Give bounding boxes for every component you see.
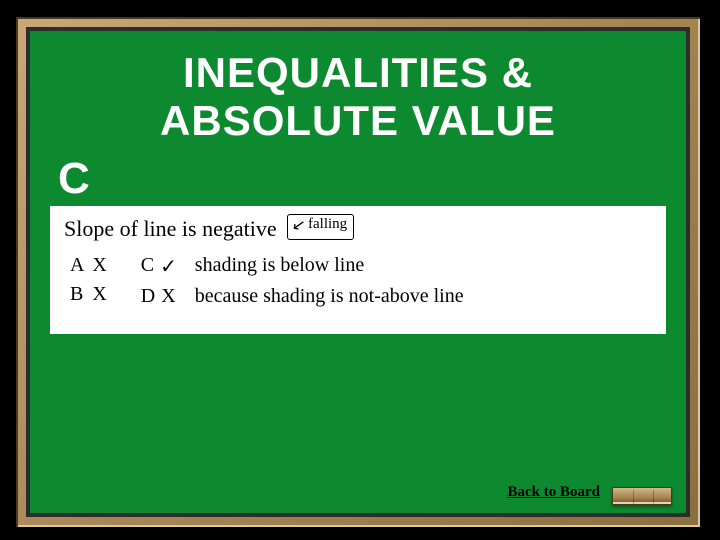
wood-frame-inner: INEQUALITIES & ABSOLUTE VALUE C Slope of… (26, 27, 690, 517)
falling-annotation: ↙ falling (287, 214, 355, 240)
option-c-mark: ✓ (160, 254, 177, 279)
option-a: A X (70, 254, 109, 277)
down-left-arrow-icon: ↙ (290, 214, 307, 236)
chalk-tray-icon (612, 487, 672, 505)
options-column-ab: A X B X (64, 254, 109, 306)
option-c-reason: shading is below line (195, 254, 364, 277)
option-c-letter: C (141, 254, 154, 279)
slide-shadow: INEQUALITIES & ABSOLUTE VALUE C Slope of… (14, 11, 706, 529)
back-to-board-link[interactable]: Back to Board (507, 484, 600, 501)
wood-frame-outer: INEQUALITIES & ABSOLUTE VALUE C Slope of… (16, 17, 700, 527)
options-column-cd: C ✓ shading is below line D X because sh… (141, 254, 464, 308)
slope-text: Slope of line is negative (64, 216, 277, 242)
notes-top-line: Slope of line is negative ↙ falling (64, 216, 652, 242)
option-b: B X (70, 283, 109, 306)
chalkboard: INEQUALITIES & ABSOLUTE VALUE C Slope of… (30, 31, 686, 513)
title-line-1: INEQUALITIES & (50, 49, 666, 97)
answer-letter: C (50, 154, 666, 204)
title-line-2: ABSOLUTE VALUE (50, 97, 666, 145)
option-d: D X because shading is not-above line (141, 285, 464, 308)
slide-title: INEQUALITIES & ABSOLUTE VALUE (50, 49, 666, 146)
falling-label: falling (308, 216, 347, 233)
option-c: C ✓ shading is below line (141, 254, 464, 279)
option-a-mark: X (92, 254, 108, 276)
notes-options: A X B X C ✓ (64, 254, 652, 308)
option-a-letter: A (70, 254, 85, 276)
option-d-letter: D (141, 285, 155, 308)
handwritten-notes: Slope of line is negative ↙ falling A X … (50, 206, 666, 334)
option-b-letter: B (70, 283, 85, 305)
option-b-mark: X (92, 283, 108, 305)
option-d-reason: because shading is not-above line (195, 285, 464, 308)
option-d-mark: X (161, 285, 175, 308)
